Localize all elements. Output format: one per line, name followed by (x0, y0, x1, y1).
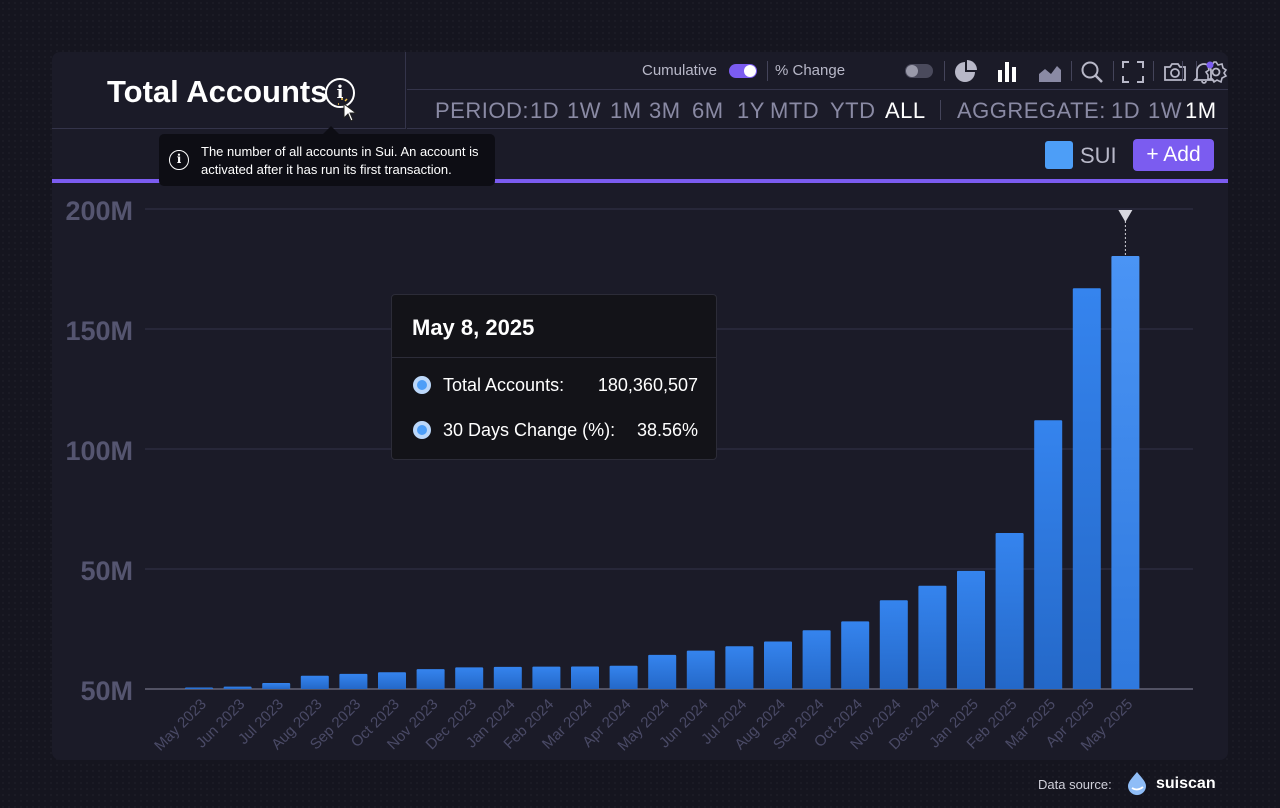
aggregate-option-1m[interactable]: 1M (1185, 98, 1217, 123)
data-source-label: Data source: (1038, 777, 1112, 792)
period-option-6m[interactable]: 6M (692, 98, 724, 123)
cursor-icon (338, 98, 358, 122)
add-series-button[interactable]: + Add (1133, 139, 1214, 171)
hover-date: May 8, 2025 (412, 315, 535, 340)
bar (378, 672, 406, 689)
search-icon[interactable] (1080, 60, 1104, 84)
toolbar-divider (944, 61, 945, 81)
chart-top-divider (52, 179, 1228, 183)
hover-tooltip: May 8, 2025 Total Accounts: 180,360,507 … (391, 294, 717, 460)
aggregate-option-1w[interactable]: 1W (1148, 98, 1182, 123)
y-tick-label: 100M (65, 436, 133, 466)
info-icon[interactable]: i (325, 78, 355, 108)
bar (1034, 420, 1063, 689)
period-option-ytd[interactable]: YTD (830, 98, 876, 123)
bar (185, 687, 213, 689)
bar-chart-icon[interactable] (996, 60, 1020, 84)
period-option-all[interactable]: ALL (885, 98, 926, 123)
area-chart-icon[interactable] (1038, 60, 1062, 84)
info-tooltip-text: The number of all accounts in Sui. An ac… (201, 144, 479, 177)
bar (223, 686, 252, 689)
bar (609, 665, 638, 689)
bar (725, 646, 754, 689)
bar (262, 683, 291, 689)
y-tick-label: 50M (80, 556, 133, 586)
toolbar-divider (1153, 61, 1154, 81)
bar (300, 675, 329, 689)
bar (493, 666, 522, 689)
camera-icon[interactable] (1163, 60, 1187, 84)
pct-change-label: % Change (775, 62, 846, 79)
legend-swatch[interactable] (1045, 141, 1073, 169)
bar (764, 641, 792, 689)
bar (918, 585, 947, 689)
cumulative-toggle[interactable] (729, 64, 757, 78)
toolbar: Cumulative % Change (407, 52, 1228, 90)
bar (455, 667, 484, 689)
period-option-1y[interactable]: 1Y (737, 98, 765, 123)
period-option-mtd[interactable]: MTD (770, 98, 820, 123)
aggregate-label: AGGREGATE: (957, 98, 1106, 123)
bar (841, 621, 870, 689)
series-dot (413, 376, 431, 394)
period-option-1m[interactable]: 1M (610, 98, 642, 123)
bell-icon[interactable] (1192, 60, 1216, 84)
hover-label-total: Total Accounts: (443, 375, 565, 395)
pct-change-toggle[interactable] (905, 64, 933, 78)
cumulative-label: Cumulative (642, 62, 718, 79)
bar (532, 666, 561, 689)
bar (957, 570, 985, 689)
pie-chart-icon[interactable] (953, 60, 977, 84)
page-title: Total Accounts (107, 74, 328, 109)
hover-marker-icon (1118, 210, 1133, 222)
title-cell: Total Accounts i (52, 52, 406, 129)
period-option-1w[interactable]: 1W (567, 98, 601, 123)
info-tooltip: i The number of all accounts in Sui. An … (159, 126, 495, 186)
period-label: PERIOD: (435, 98, 529, 123)
period-row: PERIOD: 1D 1W 1M 3M 6M 1Y MTD YTD ALL AG… (407, 90, 1228, 129)
hover-value-change: 38.56% (636, 420, 698, 440)
bar (879, 600, 908, 689)
toolbar-divider (1071, 61, 1072, 81)
period-option-3m[interactable]: 3M (649, 98, 681, 123)
y-tick-label: 150M (65, 316, 133, 346)
legend-label: SUI (1080, 143, 1117, 168)
y-tick-label: 200M (65, 196, 133, 226)
aggregate-option-1d[interactable]: 1D (1111, 98, 1141, 123)
period-option-1d[interactable]: 1D (530, 98, 560, 123)
bar (416, 669, 445, 689)
bar (995, 533, 1024, 689)
hover-label-change: 30 Days Change (%): (443, 420, 616, 440)
bar (686, 650, 715, 689)
period-divider (940, 100, 941, 120)
bar (571, 666, 599, 689)
bar (1072, 288, 1101, 689)
hover-value-total: 180,360,507 (597, 375, 698, 395)
data-source-brand[interactable]: suiscan (1156, 775, 1216, 792)
suiscan-logo-icon[interactable] (1124, 770, 1150, 796)
info-icon: i (169, 150, 189, 170)
bar (648, 654, 677, 689)
toolbar-divider (767, 61, 768, 81)
fullscreen-icon[interactable] (1121, 60, 1145, 84)
bar (339, 673, 368, 689)
y-tick-label: 50M (80, 676, 133, 706)
toolbar-divider (1113, 61, 1114, 81)
series-dot (413, 421, 431, 439)
toolbar-divider (1182, 61, 1183, 81)
bar (1111, 256, 1140, 689)
bar (802, 630, 831, 689)
